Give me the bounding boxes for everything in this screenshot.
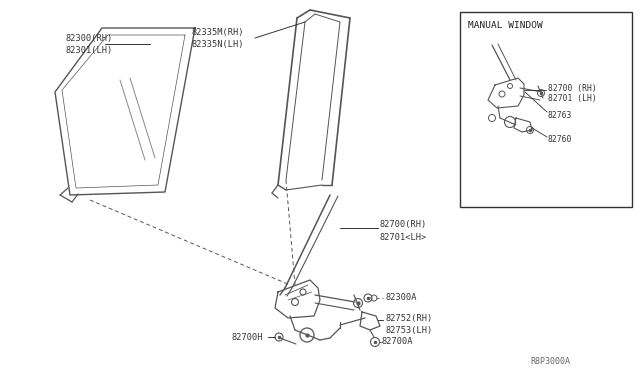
Text: 82300(RH): 82300(RH) [65, 33, 112, 42]
Text: 82335N(LH): 82335N(LH) [192, 39, 244, 48]
Text: 82752(RH): 82752(RH) [385, 314, 432, 323]
Text: 82301(LH): 82301(LH) [65, 45, 112, 55]
Text: MANUAL WINDOW: MANUAL WINDOW [468, 22, 543, 31]
Text: 82700A: 82700A [382, 337, 413, 346]
Text: 82701 (LH): 82701 (LH) [548, 94, 596, 103]
Text: 82701<LH>: 82701<LH> [380, 232, 428, 241]
Text: 82700(RH): 82700(RH) [380, 221, 428, 230]
Text: 82763: 82763 [548, 110, 572, 119]
Text: 82700 (RH): 82700 (RH) [548, 83, 596, 93]
Text: 82300A: 82300A [385, 294, 417, 302]
Text: 82753(LH): 82753(LH) [385, 326, 432, 334]
Text: R8P3000A: R8P3000A [530, 357, 570, 366]
Text: 82760: 82760 [548, 135, 572, 144]
Text: 82335M(RH): 82335M(RH) [192, 28, 244, 36]
Bar [460, 12, 632, 207]
Text: 82700H: 82700H [232, 333, 264, 341]
